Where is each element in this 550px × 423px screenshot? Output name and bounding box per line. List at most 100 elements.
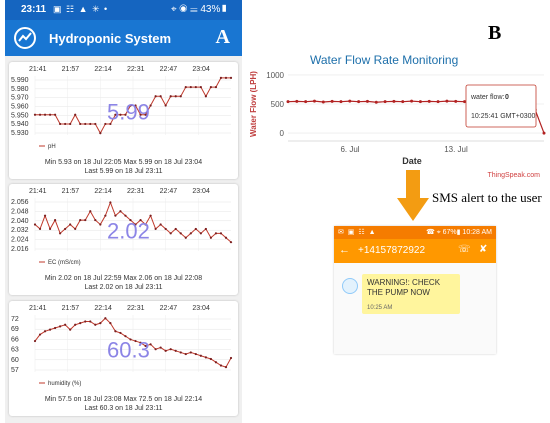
data-point bbox=[94, 122, 97, 126]
x-axis-label: Date bbox=[402, 156, 422, 166]
status-bar: 23:11 ▣ ☷ ▲ ✳ • ⌖ ◉ ☰ 43%▮ bbox=[5, 0, 242, 20]
ph-chart-card[interactable]: 21:41 21:57 22:14 22:31 22:47 23:04 5.990 5.980… bbox=[9, 62, 238, 179]
y-axis-label: Water Flow (LPH) bbox=[249, 71, 258, 137]
data-point bbox=[194, 227, 197, 231]
data-point bbox=[79, 322, 82, 325]
data-point bbox=[229, 241, 233, 244]
data-point bbox=[94, 218, 97, 222]
data-point bbox=[199, 232, 202, 235]
last-value-line: Last 60.3 on 18 Jul 23:11 bbox=[84, 405, 163, 412]
ec-chart-card[interactable]: 21:41 21:57 22:14 22:31 22:47 23:04 2.056 2.048… bbox=[9, 184, 238, 295]
x-tick-label: 13. Jul bbox=[444, 145, 468, 154]
delete-icon[interactable]: ✘ bbox=[479, 244, 488, 255]
y-tick-label: 66 bbox=[11, 336, 19, 343]
data-point bbox=[79, 218, 82, 222]
data-point bbox=[144, 344, 147, 348]
message-text: WARNING!: CHECK THE PUMP NOW bbox=[367, 278, 441, 297]
y-tick-label: 60 bbox=[11, 357, 19, 364]
data-point bbox=[154, 227, 157, 231]
data-point bbox=[189, 85, 192, 89]
humidity-chart-card[interactable]: 21:41 21:57 22:14 22:31 22:47 23:04 72 69 66 63 60… bbox=[9, 301, 238, 416]
series-line bbox=[35, 77, 231, 135]
data-point bbox=[374, 100, 378, 104]
data-point bbox=[104, 122, 107, 126]
data-point bbox=[224, 236, 228, 239]
tooltip-label: water flow: bbox=[470, 94, 505, 101]
back-arrow-icon[interactable]: ← bbox=[339, 244, 350, 256]
y-tick-label: 2.032 bbox=[11, 227, 29, 234]
mini-chart-svg: 21:41 21:57 22:14 22:31 22:47 23:04 2.056 2.048… bbox=[11, 188, 233, 266]
thingspeak-chart: Water Flow Rate Monitoring 1000 500 0 Water … bbox=[248, 44, 550, 184]
data-point bbox=[94, 323, 97, 326]
data-point bbox=[38, 113, 42, 116]
data-point bbox=[194, 85, 197, 89]
data-point bbox=[54, 218, 57, 222]
data-point bbox=[59, 232, 62, 235]
data-point bbox=[33, 113, 37, 116]
avatar bbox=[342, 278, 358, 294]
y-tick-label: 500 bbox=[271, 100, 285, 109]
data-point bbox=[89, 210, 92, 213]
y-tick-label: 5.990 bbox=[11, 77, 29, 84]
data-point bbox=[114, 214, 117, 217]
data-point bbox=[54, 326, 57, 330]
sms-status-icons: ✉ ▣ ☷ ▲ bbox=[338, 229, 377, 236]
tooltip-box bbox=[465, 84, 537, 128]
tooltip-time: 10:25:41 GMT+0300 bbox=[471, 113, 536, 120]
min-max-line: Min 2.02 on 18 Jul 22:59 Max 2.06 on 18 … bbox=[44, 275, 203, 282]
x-tick-label: 22:31 bbox=[127, 305, 145, 312]
data-point bbox=[214, 361, 218, 364]
data-point bbox=[184, 85, 187, 89]
data-point bbox=[149, 214, 152, 217]
data-point bbox=[119, 113, 122, 116]
data-point bbox=[33, 339, 37, 343]
message-bubble[interactable]: WARNING!: CHECK THE PUMP NOW 10:25 AM bbox=[362, 274, 460, 314]
data-point bbox=[43, 113, 47, 116]
data-point bbox=[418, 100, 422, 104]
data-point bbox=[542, 131, 546, 135]
x-tick-label: 23:04 bbox=[192, 305, 210, 312]
y-tick-label: 5.950 bbox=[11, 112, 29, 119]
data-point bbox=[169, 232, 172, 235]
status-indicators: ▣ ☷ ▲ ✳ • bbox=[53, 4, 109, 14]
y-tick-label: 2.048 bbox=[11, 208, 29, 215]
x-tick-label: 21:57 bbox=[62, 305, 80, 312]
data-point bbox=[119, 210, 122, 213]
x-tick-label: 21:41 bbox=[29, 188, 47, 195]
data-point bbox=[189, 232, 192, 235]
data-point bbox=[114, 113, 117, 116]
data-point bbox=[164, 227, 167, 231]
data-point bbox=[64, 323, 67, 326]
y-tick-label: 0 bbox=[280, 129, 285, 138]
y-tick-label: 63 bbox=[11, 347, 19, 354]
tooltip-value: 0 bbox=[505, 94, 509, 101]
phone-call-icon[interactable]: ☏ bbox=[458, 244, 471, 255]
x-tick-label: 21:41 bbox=[29, 66, 47, 73]
data-point bbox=[69, 223, 72, 226]
data-point bbox=[33, 223, 37, 226]
x-tick-label: 22:47 bbox=[160, 305, 178, 312]
x-tick-label: 21:57 bbox=[62, 188, 80, 195]
data-point bbox=[229, 76, 233, 79]
data-point bbox=[410, 99, 414, 103]
data-point bbox=[134, 223, 137, 226]
data-point bbox=[209, 357, 212, 361]
series-line bbox=[34, 317, 232, 368]
data-point bbox=[144, 113, 147, 116]
legend-label: humidity (%) bbox=[48, 381, 81, 387]
y-tick-label: 72 bbox=[11, 316, 19, 323]
data-point bbox=[124, 214, 127, 217]
data-point bbox=[119, 331, 122, 335]
thingspeak-credit[interactable]: ThingSpeak.com bbox=[487, 172, 540, 179]
data-point bbox=[174, 227, 177, 231]
legend-label: EC (mS/cm) bbox=[48, 260, 81, 266]
data-point bbox=[48, 227, 52, 231]
chart-tooltip: water flow: 0 10:25:41 GMT+0300 bbox=[465, 84, 537, 128]
current-value-overlay: 2.02 bbox=[107, 219, 150, 244]
data-point bbox=[69, 328, 72, 331]
current-value-overlay: 5.99 bbox=[107, 100, 150, 125]
data-point bbox=[184, 236, 187, 239]
data-point bbox=[194, 352, 197, 356]
min-max-line: Min 57.5 on 18 Jul 23:08 Max 72.5 on 18 … bbox=[44, 396, 203, 403]
data-point bbox=[139, 113, 142, 116]
